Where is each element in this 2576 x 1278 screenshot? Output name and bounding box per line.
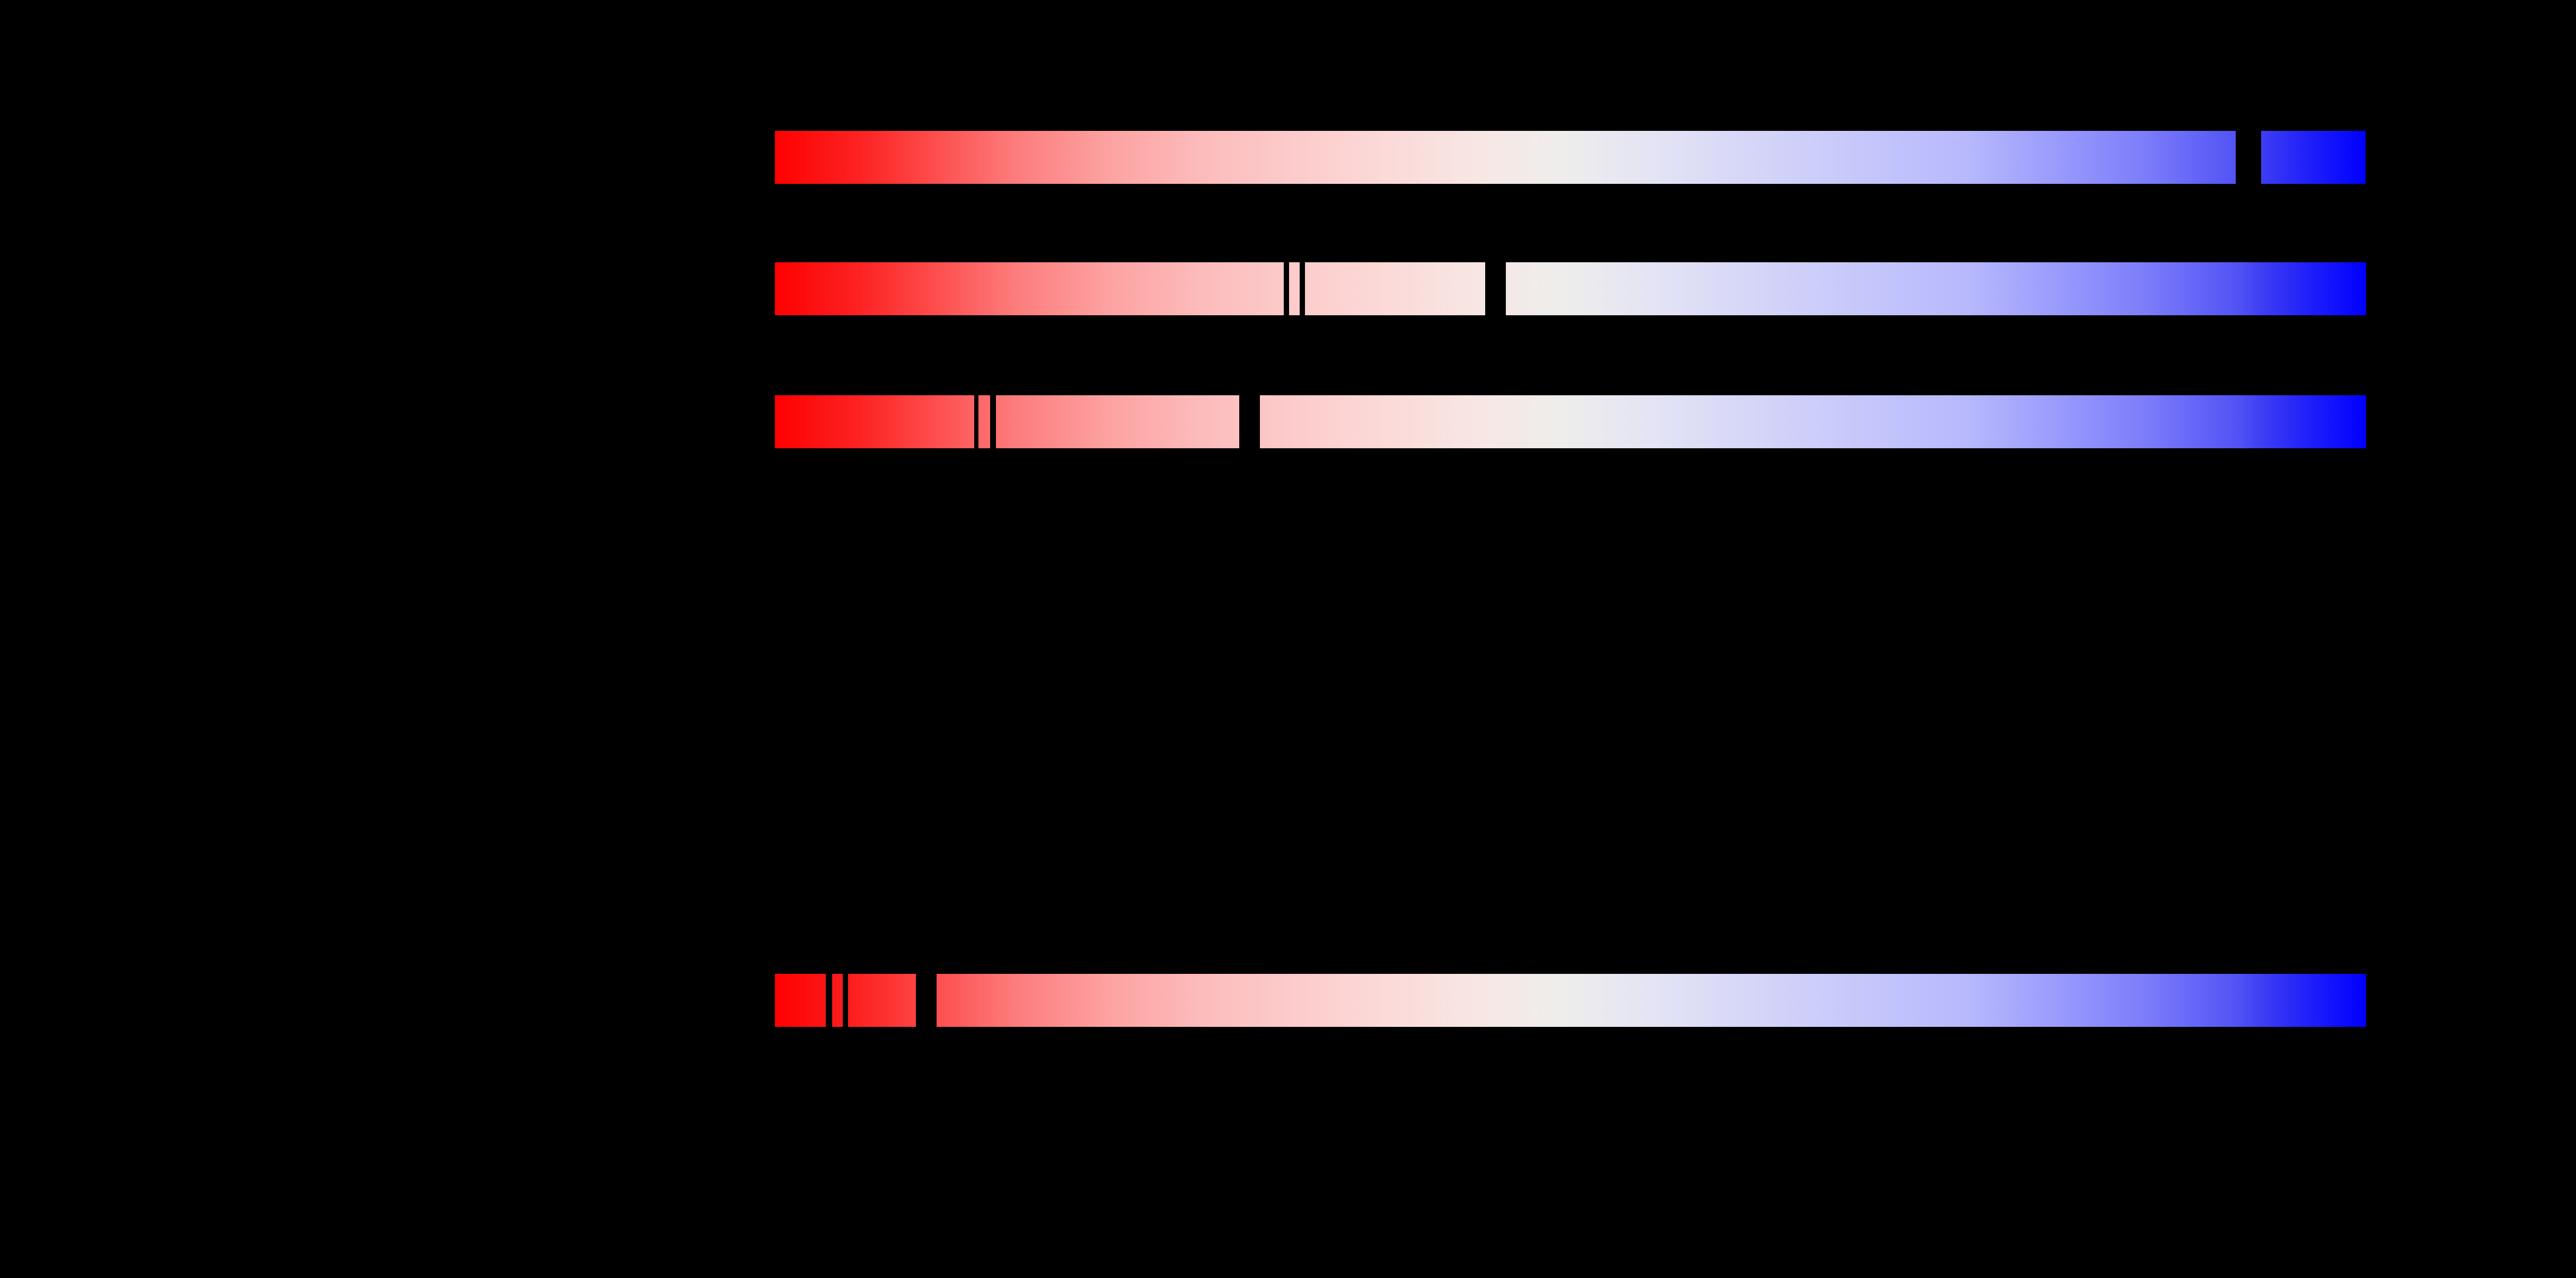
bar-2-gradient-bar — [775, 262, 2366, 315]
bar-1-gradient-bar — [775, 131, 2366, 184]
bar-4-break-gap — [916, 974, 937, 1027]
bar-4-gradient-bar — [775, 974, 2366, 1027]
bar-3-break-gap — [990, 395, 996, 448]
bar-2-break-gap — [1284, 262, 1289, 315]
bar-1-break-gap — [2236, 131, 2261, 184]
bar-3-break-gap — [974, 395, 978, 448]
bar-3-break-gap — [1239, 395, 1260, 448]
bar-4-break-gap — [843, 974, 848, 1027]
bar-2-break-gap — [1485, 262, 1506, 315]
bar-3-gradient-bar — [775, 395, 2366, 448]
bar-2-break-gap — [1300, 262, 1305, 315]
bar-4-break-gap — [826, 974, 832, 1027]
